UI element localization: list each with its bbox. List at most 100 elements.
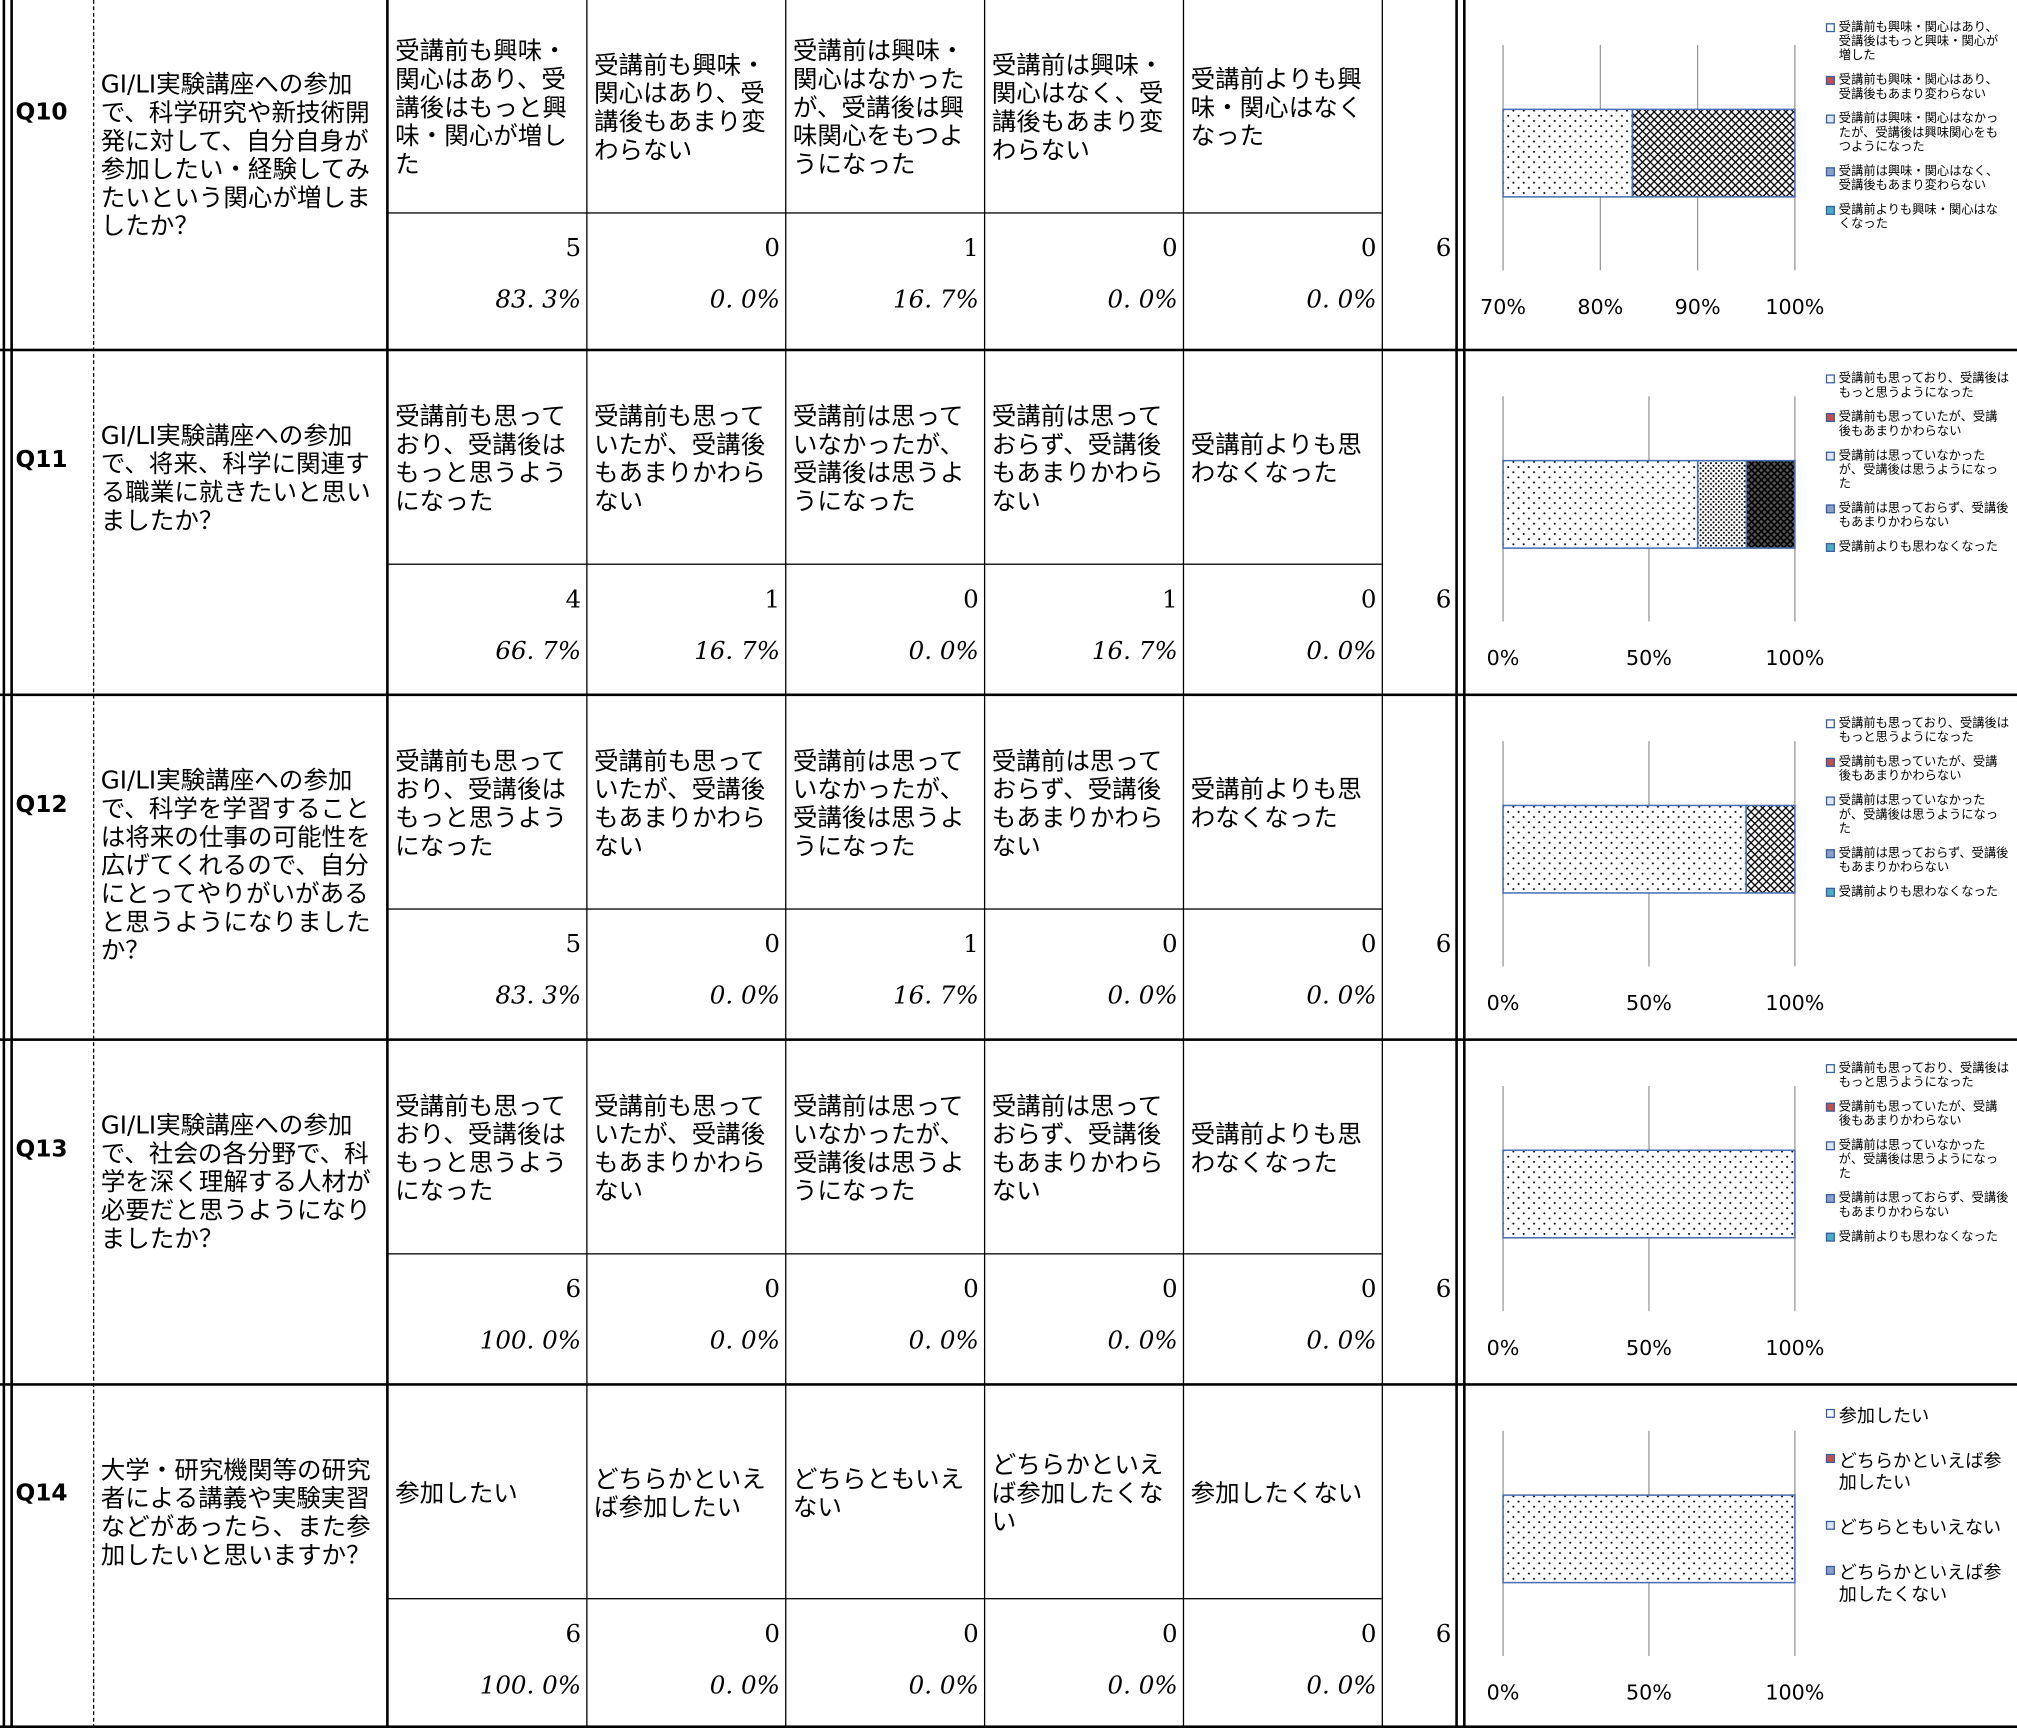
total: 6: [1435, 1619, 1452, 1649]
legend-label: 受講前も思っていたが、受講後もあまりかわらない: [1838, 1100, 1998, 1129]
option-label: 受講前は興味・関心はなく、受講後もあまり変わらない: [991, 51, 1164, 165]
bar-segment: [1502, 804, 1747, 894]
legend-item: 受講前は興味・関心はなかったが、受講後は興味関心をもつようになった: [1825, 112, 2009, 154]
legend-item: 受講前も思っており、受講後はもっと思うようになった: [1825, 716, 2010, 745]
x-tick-label: 100%: [1765, 646, 1824, 670]
percent: 0. 0%: [1306, 285, 1377, 314]
question-text: GI/LI実験講座への参加で、科学研究や新技術開発に対して、自分自身が参加したい…: [100, 70, 371, 241]
x-tick-label: 100%: [1765, 1681, 1824, 1705]
option-label: どちらともいえない: [792, 1465, 965, 1523]
count: 0: [764, 1619, 780, 1649]
legend-swatch: [1825, 1102, 1835, 1112]
legend-label: 受講前よりも興味・関心はなくなった: [1838, 203, 1999, 232]
legend-label: 受講前は思っていなかったが、受講後は思うようになった: [1838, 449, 1999, 492]
legend-swatch: [1825, 1453, 1835, 1463]
legend-swatch: [1825, 757, 1835, 767]
percent: 16. 7%: [1091, 636, 1178, 666]
border-line: [2, 0, 6, 1728]
question-text: GI/LI実験講座への参加で、将来、科学に関連する職業に就きたいと思いましたか？: [100, 422, 371, 536]
bar-segment: [1502, 108, 1634, 198]
count: 0: [963, 1619, 979, 1649]
percent: 16. 7%: [694, 636, 780, 666]
legend-item: 受講前も思っており、受講後はもっと思うようになった: [1825, 372, 2009, 400]
chart: 0% 50% 100%: [1487, 741, 1824, 1015]
legend-label: 受講前も思っていたが、受講後もあまりかわらない: [1838, 755, 1998, 784]
percent: 0. 0%: [709, 1671, 780, 1700]
percent: 0. 0%: [1107, 981, 1178, 1011]
option-label: 受講前よりも思わなくなった: [1190, 431, 1362, 488]
x-tick-label: 50%: [1626, 991, 1672, 1015]
count: 1: [1162, 585, 1178, 614]
row-line: [387, 908, 1382, 910]
percent: 0. 0%: [908, 1326, 979, 1355]
option-label: 受講前よりも思わなくなった: [1190, 1120, 1362, 1178]
legend-item: 参加したい: [1825, 1406, 2009, 1428]
row-line: [387, 212, 1382, 214]
bar-segment: [1631, 108, 1796, 198]
option-label: 参加したい: [395, 1479, 518, 1508]
question-id: Q13: [15, 1136, 68, 1164]
count: 0: [1360, 234, 1377, 263]
legend-label: 受講前は思っておらず、受講後もあまりかわらない: [1838, 846, 2009, 875]
border-line: [386, 0, 389, 1728]
option-label: どちらかといえば参加したくない: [991, 1451, 1164, 1537]
column-line: [983, 0, 986, 1728]
option-label: 受講前は思っていなかったが、受講後は思うようになった: [792, 1092, 965, 1206]
legend-label: どちらかといえば参加したくない: [1838, 1563, 2002, 1606]
percent: 0. 0%: [1107, 1326, 1178, 1355]
legend: 受講前も思っており、受講後はもっと思うようになった 受講前も思っていたが、受講後も…: [1825, 1062, 2009, 1255]
percent: 0. 0%: [908, 636, 979, 666]
legend: 受講前も興味・関心はあり、受講後はもっと興味・関心が増した 受講前も興味・関心はあ…: [1825, 21, 2009, 242]
row-line: [0, 693, 2017, 697]
x-tick-label: 90%: [1675, 295, 1721, 319]
percent: 0. 0%: [709, 285, 780, 314]
option-label: 受講前も興味・関心はあり、受講後はもっと興味・関心が増した: [395, 37, 567, 179]
legend-label: 受講前よりも思わなくなった: [1838, 885, 1999, 900]
legend-swatch: [1825, 1141, 1835, 1151]
option-label: 受講前も思っており、受講後はもっと思うようになった: [395, 747, 567, 861]
count: 1: [963, 930, 979, 959]
option-label: 受講前よりも思わなくなった: [1190, 775, 1362, 833]
legend-item: 受講前も思っていたが、受講後もあまりかわらない: [1825, 410, 2009, 439]
x-tick-label: 70%: [1480, 295, 1526, 319]
legend-swatch: [1825, 167, 1835, 177]
border-line: [1455, 0, 1458, 1728]
percent: 0. 0%: [1107, 285, 1178, 314]
percent: 100. 0%: [479, 1671, 582, 1700]
total: 6: [1435, 234, 1452, 263]
legend-swatch: [1825, 114, 1835, 124]
legend-item: 受講前よりも思わなくなった: [1825, 540, 2009, 555]
legend-swatch: [1825, 23, 1835, 33]
percent: 83. 3%: [495, 285, 582, 314]
legend-label: 受講前は思っていなかったが、受講後は思うようになった: [1838, 1138, 1999, 1182]
option-label: 受講前よりも興味・関心はなくなった: [1190, 65, 1363, 151]
bar-segment: [1696, 459, 1748, 549]
option-label: 受講前は思っておらず、受講後もあまりかわらない: [991, 402, 1164, 516]
percent: 0. 0%: [1306, 1671, 1377, 1700]
bar-segment: [1745, 459, 1796, 549]
legend-label: 受講前は思っていなかったが、受講後は思うようになった: [1838, 793, 1999, 837]
legend-label: 参加したい: [1838, 1406, 1930, 1427]
count: 0: [1360, 1619, 1377, 1649]
total: 6: [1435, 1275, 1452, 1304]
legend-swatch: [1825, 413, 1835, 423]
option-label: 受講前も思っており、受講後はもっと思うようになった: [395, 402, 567, 516]
count: 0: [764, 234, 780, 263]
legend-label: 受講前も思っていたが、受講後もあまりかわらない: [1838, 410, 1998, 439]
legend-label: 受講前も思っており、受講後はもっと思うようになった: [1838, 716, 2010, 745]
total: 6: [1435, 585, 1452, 614]
count: 5: [565, 234, 582, 263]
x-tick-label: 100%: [1765, 295, 1824, 319]
chart: 70% 80% 90% 100%: [1480, 45, 1824, 319]
legend-item: どちらかといえば参加したくない: [1825, 1563, 2009, 1607]
legend-swatch: [1825, 504, 1835, 514]
legend-item: 受講前も思っており、受講後はもっと思うようになった: [1825, 1062, 2009, 1090]
legend-item: 受講前は思っておらず、受講後もあまりかわらない: [1825, 1191, 2009, 1220]
legend: 受講前も思っており、受講後はもっと思うようになった 受講前も思っていたが、受講後も…: [1825, 372, 2009, 565]
chart: 0% 50% 100%: [1487, 1085, 1824, 1360]
legend-swatch: [1825, 205, 1835, 215]
bar-segment: [1502, 1494, 1796, 1584]
option-label: 受講前は思っていなかったが、受講後は思うようになった: [792, 402, 965, 516]
percent: 0. 0%: [1306, 1326, 1377, 1355]
